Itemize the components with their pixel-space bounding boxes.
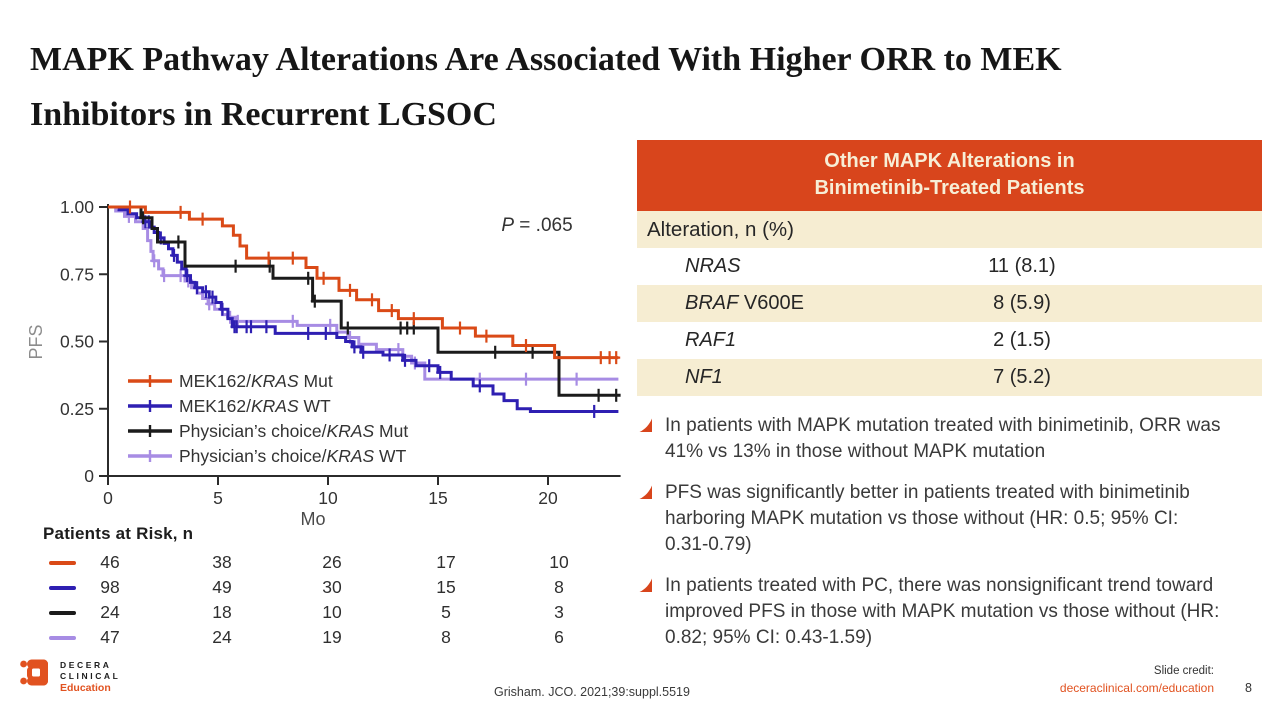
gene-count-value: 7 (5.2)	[993, 366, 1051, 388]
risk-row-marker	[49, 586, 76, 590]
km-curve	[108, 205, 619, 381]
logo-line-clinical: CLINICAL	[60, 671, 121, 681]
gene-name: BRAF V600E	[685, 292, 804, 314]
credit-link[interactable]: deceraclinical.com/education	[1059, 681, 1214, 695]
y-tick-label: 0.50	[60, 332, 94, 352]
x-tick-label: 0	[103, 488, 113, 508]
risk-count: 30	[322, 577, 342, 597]
table-subheader: Alteration, n (%)	[637, 211, 1262, 248]
km-curve	[108, 205, 621, 397]
table-rows: NRAS 11 (8.1) BRAF V600E 8 (5.9) RAF1 2 (1.5)…	[637, 248, 1262, 396]
risk-count: 10	[322, 602, 342, 622]
slide-credit-label: Slide credit:	[1153, 665, 1214, 677]
risk-count: 38	[212, 552, 232, 572]
bullet-text: In patients with MAPK mutation treated w…	[665, 415, 1221, 462]
gene-name: NRAS	[685, 255, 741, 277]
risk-count: 8	[441, 627, 451, 647]
legend-label: MEK162/KRAS WT	[179, 396, 331, 416]
table-row: RAF1 2 (1.5)	[637, 322, 1262, 359]
legend-label: MEK162/KRAS Mut	[179, 371, 333, 391]
decera-logo-icon	[20, 659, 48, 686]
y-tick-label: 0.75	[60, 264, 94, 284]
risk-count: 19	[322, 627, 342, 647]
mapk-alterations-table: Other MAPK Alterations in Binimetinib-Tr…	[637, 140, 1262, 396]
y-tick-label: 0	[84, 466, 94, 486]
table-row: BRAF V600E 8 (5.9)	[637, 285, 1262, 322]
gene-count-value: 11 (8.1)	[988, 255, 1056, 277]
flame-bullet-icon	[639, 578, 652, 592]
risk-count: 98	[100, 577, 120, 597]
gene-count-value: 8 (5.9)	[993, 292, 1051, 314]
x-tick-label: 5	[213, 488, 223, 508]
legend-label: Physician’s choice/KRAS Mut	[179, 421, 408, 441]
km-curve	[108, 205, 619, 413]
risk-count: 15	[436, 577, 456, 597]
slide-title: MAPK Pathway Alterations Are Associated …	[30, 41, 1062, 133]
x-tick-label: 20	[538, 488, 558, 508]
risk-row-marker	[49, 561, 76, 565]
y-tick-label: 0.25	[60, 399, 94, 419]
table-row: NF1 7 (5.2)	[637, 359, 1262, 396]
bullet-item: PFS was significantly better in patients…	[637, 480, 1237, 558]
x-axis-label: Mo	[300, 509, 325, 529]
gene-count-value: 2 (1.5)	[993, 329, 1051, 351]
risk-count: 46	[100, 552, 120, 572]
y-axis-label: PFS	[26, 324, 46, 359]
decera-logo: DECERA CLINICAL Education	[20, 657, 120, 695]
risk-count: 24	[212, 627, 232, 647]
x-tick-label: 10	[318, 488, 338, 508]
risk-count: 3	[554, 602, 564, 622]
flame-bullet-icon	[639, 418, 652, 432]
risk-count: 47	[100, 627, 120, 647]
gene-name: NF1	[685, 366, 723, 388]
p-value: P = .065	[501, 215, 572, 236]
bullet-item: In patients with MAPK mutation treated w…	[637, 413, 1237, 465]
risk-count: 6	[554, 627, 564, 647]
bullet-item: In patients treated with PC, there was n…	[637, 573, 1237, 651]
citation: Grisham. JCO. 2021;39:suppl.5519	[494, 685, 690, 699]
table-row: NRAS 11 (8.1)	[637, 248, 1262, 285]
kaplan-meier-chart: 0 0.25 0.50 0.75 1.00 0 5 10 15 20 Mo PFS P = .065 ME…	[26, 197, 621, 529]
slide-credit: Slide credit: deceraclinical.com/educati…	[1060, 664, 1214, 697]
km-curve	[108, 205, 619, 360]
flame-bullet-icon	[639, 485, 652, 499]
logo-line-decera: DECERA	[60, 660, 112, 670]
y-tick-label: 1.00	[60, 197, 94, 217]
risk-row-marker	[49, 611, 76, 615]
logo-line-education: Education	[60, 682, 111, 694]
page-number: 8	[1245, 681, 1252, 695]
risk-count: 24	[100, 602, 120, 622]
bullet-text: In patients treated with PC, there was n…	[665, 575, 1220, 648]
risk-count: 17	[436, 552, 456, 572]
risk-count: 8	[554, 577, 564, 597]
risk-count: 26	[322, 552, 342, 572]
x-tick-label: 15	[428, 488, 447, 508]
table-header: Other MAPK Alterations in Binimetinib-Tr…	[637, 140, 1262, 211]
patients-at-risk-table: Patients at Risk, n 46 38 26 17 10 98 49 30 15 8 24…	[25, 518, 625, 653]
risk-table-title: Patients at Risk, n	[43, 524, 194, 543]
risk-count: 18	[212, 602, 232, 622]
legend-label: Physician’s choice/KRAS WT	[179, 446, 407, 466]
key-findings-bullets: In patients with MAPK mutation treated w…	[637, 413, 1237, 666]
risk-count: 5	[441, 602, 451, 622]
bullet-text: PFS was significantly better in patients…	[665, 482, 1190, 555]
gene-name: RAF1	[685, 329, 737, 351]
risk-count: 10	[549, 552, 569, 572]
risk-row-marker	[49, 636, 76, 640]
risk-count: 49	[212, 577, 232, 597]
